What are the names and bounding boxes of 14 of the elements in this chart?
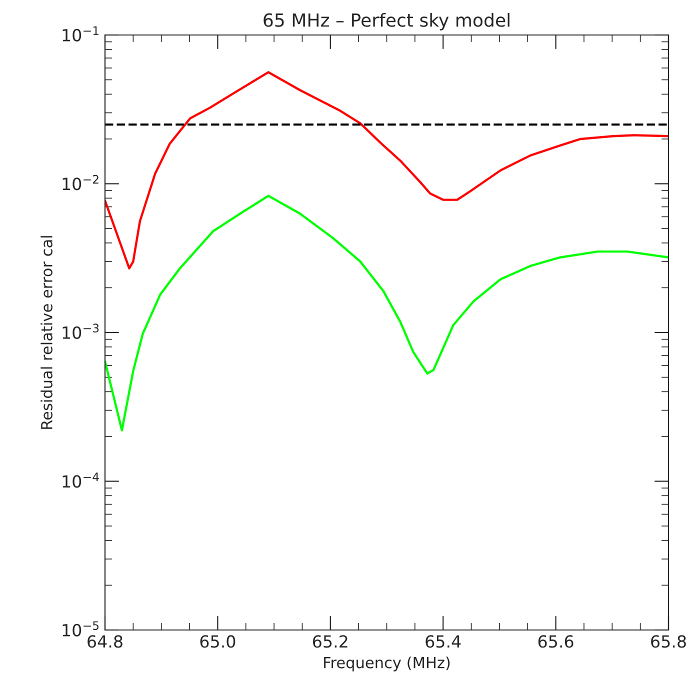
- x-tick-label: 65.2: [313, 635, 348, 648]
- y-tick-label: 10$^{−4}$: [62, 472, 99, 488]
- chart-title: 65 MHz – Perfect sky model: [264, 12, 510, 30]
- x-tick-label: 65.4: [426, 635, 461, 648]
- x-axis-title: Frequency (MHz): [324, 656, 450, 672]
- y-tick-label: 10$^{−1}$: [62, 26, 98, 42]
- y-axis-title: Residual relative error cal: [40, 236, 52, 429]
- x-tick-label: 65.0: [200, 635, 236, 648]
- x-tick-label: 65.8: [651, 635, 686, 648]
- y-tick-label: 10$^{−2}$: [62, 174, 98, 190]
- x-tick-label: 65.6: [538, 635, 574, 648]
- y-tick-label: 10$^{−5}$: [62, 621, 99, 636]
- y-tick-label: 10$^{−3}$: [62, 324, 99, 339]
- x-tick-label: 64.8: [88, 635, 122, 648]
